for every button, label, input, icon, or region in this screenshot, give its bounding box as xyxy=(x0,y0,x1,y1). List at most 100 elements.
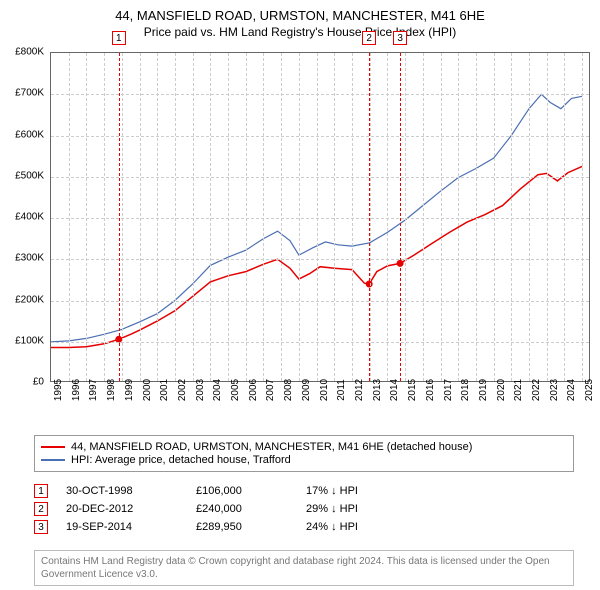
y-axis-tick-label: £800K xyxy=(0,47,44,58)
sales-row-hpi-delta: 17% ↓ HPI xyxy=(306,485,406,497)
x-axis-tick-label: 2007 xyxy=(265,379,276,401)
gridline-vertical xyxy=(511,53,512,381)
sale-marker-box: 1 xyxy=(112,31,126,45)
legend-swatch-price-paid xyxy=(41,446,65,448)
gridline-vertical xyxy=(281,53,282,381)
legend: 44, MANSFIELD ROAD, URMSTON, MANCHESTER,… xyxy=(34,435,574,472)
gridline-vertical xyxy=(441,53,442,381)
chart-area: 123 £0£100K£200K£300K£400K£500K£600K£700… xyxy=(50,52,590,422)
x-axis-tick-label: 2005 xyxy=(230,379,241,401)
x-axis-tick-label: 2023 xyxy=(549,379,560,401)
y-axis-tick-label: £400K xyxy=(0,212,44,223)
sales-row-price: £289,950 xyxy=(196,521,306,533)
gridline-vertical xyxy=(423,53,424,381)
x-axis-tick-label: 2019 xyxy=(478,379,489,401)
gridline-vertical xyxy=(175,53,176,381)
gridline-vertical xyxy=(140,53,141,381)
x-axis-tick-label: 1995 xyxy=(53,379,64,401)
x-axis-tick-label: 2020 xyxy=(496,379,507,401)
gridline-vertical xyxy=(193,53,194,381)
x-axis-tick-label: 2025 xyxy=(584,379,595,401)
gridline-vertical xyxy=(564,53,565,381)
x-axis-tick-label: 2000 xyxy=(142,379,153,401)
gridline-vertical xyxy=(157,53,158,381)
x-axis-tick-label: 2001 xyxy=(159,379,170,401)
gridline-vertical xyxy=(352,53,353,381)
x-axis-tick-label: 2004 xyxy=(212,379,223,401)
gridline-vertical xyxy=(582,53,583,381)
x-axis-tick-label: 2011 xyxy=(336,379,347,401)
gridline-horizontal xyxy=(51,136,589,137)
sales-row-marker: 1 xyxy=(34,484,48,498)
sales-row-hpi-delta: 29% ↓ HPI xyxy=(306,503,406,515)
chart-plot: 123 xyxy=(50,52,590,382)
y-axis-tick-label: £200K xyxy=(0,294,44,305)
legend-label-hpi: HPI: Average price, detached house, Traf… xyxy=(71,454,291,466)
gridline-vertical xyxy=(494,53,495,381)
x-axis-tick-label: 2017 xyxy=(443,379,454,401)
sale-marker-box: 3 xyxy=(393,31,407,45)
x-axis-tick-label: 1996 xyxy=(71,379,82,401)
y-axis-tick-label: £0 xyxy=(0,377,44,388)
gridline-vertical xyxy=(317,53,318,381)
x-axis-tick-label: 2024 xyxy=(566,379,577,401)
x-axis-tick-label: 2006 xyxy=(248,379,259,401)
gridline-vertical xyxy=(210,53,211,381)
x-axis-tick-label: 2015 xyxy=(407,379,418,401)
gridline-vertical xyxy=(476,53,477,381)
x-axis-tick-label: 2013 xyxy=(372,379,383,401)
sales-row-date: 19-SEP-2014 xyxy=(66,521,196,533)
gridline-vertical xyxy=(228,53,229,381)
sales-row-price: £240,000 xyxy=(196,503,306,515)
gridline-vertical xyxy=(69,53,70,381)
x-axis-tick-label: 1997 xyxy=(88,379,99,401)
sales-row-date: 30-OCT-1998 xyxy=(66,485,196,497)
sales-row-marker: 3 xyxy=(34,520,48,534)
y-axis-tick-label: £100K xyxy=(0,335,44,346)
sales-row: 2 20-DEC-2012£240,00029% ↓ HPI xyxy=(34,502,406,516)
sale-marker-line xyxy=(369,53,370,381)
gridline-vertical xyxy=(387,53,388,381)
legend-swatch-hpi xyxy=(41,459,65,461)
gridline-horizontal xyxy=(51,94,589,95)
sale-marker-line xyxy=(400,53,401,381)
sales-row-hpi-delta: 24% ↓ HPI xyxy=(306,521,406,533)
gridline-horizontal xyxy=(51,342,589,343)
gridline-vertical xyxy=(122,53,123,381)
gridline-vertical xyxy=(529,53,530,381)
y-axis-tick-label: £300K xyxy=(0,253,44,264)
footer-text: Contains HM Land Registry data © Crown c… xyxy=(41,556,550,580)
sales-table: 1 30-OCT-1998£106,00017% ↓ HPI 2 20-DEC-201… xyxy=(34,480,406,538)
x-axis-tick-label: 2009 xyxy=(301,379,312,401)
x-axis-tick-label: 2018 xyxy=(460,379,471,401)
x-axis-tick-label: 1999 xyxy=(124,379,135,401)
gridline-horizontal xyxy=(51,218,589,219)
x-axis-tick-label: 2008 xyxy=(283,379,294,401)
sale-marker-box: 2 xyxy=(362,31,376,45)
sales-row-price: £106,000 xyxy=(196,485,306,497)
legend-row-price-paid: 44, MANSFIELD ROAD, URMSTON, MANCHESTER,… xyxy=(41,441,567,453)
y-axis-tick-label: £500K xyxy=(0,170,44,181)
x-axis-tick-label: 2012 xyxy=(354,379,365,401)
x-axis-tick-label: 2010 xyxy=(319,379,330,401)
sales-row-marker: 2 xyxy=(34,502,48,516)
gridline-vertical xyxy=(246,53,247,381)
x-axis-tick-label: 2021 xyxy=(513,379,524,401)
sale-marker-line xyxy=(119,53,120,381)
gridline-vertical xyxy=(405,53,406,381)
sales-row: 3 19-SEP-2014£289,95024% ↓ HPI xyxy=(34,520,406,534)
sales-row: 1 30-OCT-1998£106,00017% ↓ HPI xyxy=(34,484,406,498)
gridline-horizontal xyxy=(51,301,589,302)
sales-row-date: 20-DEC-2012 xyxy=(66,503,196,515)
legend-row-hpi: HPI: Average price, detached house, Traf… xyxy=(41,454,567,466)
x-axis-tick-label: 2003 xyxy=(195,379,206,401)
gridline-vertical xyxy=(86,53,87,381)
x-axis-tick-label: 1998 xyxy=(106,379,117,401)
gridline-vertical xyxy=(547,53,548,381)
gridline-vertical xyxy=(458,53,459,381)
y-axis-tick-label: £700K xyxy=(0,88,44,99)
footer-attribution: Contains HM Land Registry data © Crown c… xyxy=(34,550,574,586)
chart-title-subtitle: Price paid vs. HM Land Registry's House … xyxy=(0,25,600,39)
gridline-horizontal xyxy=(51,177,589,178)
gridline-vertical xyxy=(263,53,264,381)
